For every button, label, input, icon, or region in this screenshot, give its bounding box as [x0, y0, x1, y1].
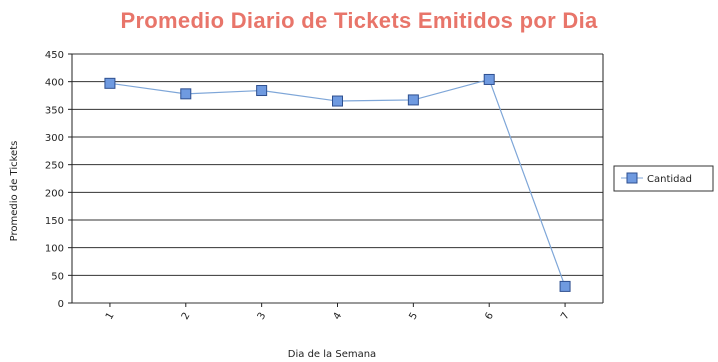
- data-point-2: [180, 88, 192, 100]
- data-point-6: [483, 73, 495, 85]
- y-tick-labels: 0 50 100 150 200 250 300 350 400 450: [45, 50, 64, 310]
- x-tick-label: 1: [104, 311, 117, 322]
- data-point-1: [104, 77, 116, 89]
- x-tick-label: 2: [180, 311, 193, 322]
- series-line: [109, 78, 566, 287]
- legend: Cantidad: [613, 165, 714, 192]
- data-point-7: [559, 280, 571, 292]
- y-tick-label: 200: [45, 188, 64, 199]
- y-tick-label: 100: [45, 244, 64, 255]
- y-tick-label: 450: [45, 50, 64, 61]
- y-tick-label: 50: [51, 271, 64, 282]
- x-axis-label: Dia de la Semana: [288, 349, 376, 360]
- x-tick-label: 3: [256, 311, 269, 322]
- y-tick-label: 400: [45, 78, 64, 89]
- x-tick-label: 6: [483, 311, 496, 322]
- data-point-4: [332, 95, 343, 107]
- y-tick-label: 150: [45, 216, 64, 227]
- data-point-3: [256, 85, 268, 97]
- data-point-5: [407, 94, 419, 106]
- y-tick-label: 300: [45, 133, 64, 144]
- y-tick-label: 250: [45, 161, 64, 172]
- y-axis-label: Promedio de Tickets: [9, 141, 20, 242]
- x-tick-labels: 1 2 3 4 5 6 7: [104, 311, 572, 322]
- chart-title: Promedio Diario de Tickets Emitidos por …: [120, 8, 598, 33]
- y-tick-label: 0: [58, 299, 64, 310]
- legend-label: Cantidad: [647, 174, 692, 185]
- y-tick-label: 350: [45, 105, 64, 116]
- x-tick-label: 4: [332, 311, 345, 322]
- legend-marker-swatch: [626, 172, 638, 184]
- series-cantidad: [104, 73, 571, 292]
- x-tick-label: 5: [407, 311, 420, 322]
- x-tick-label: 7: [559, 311, 572, 322]
- grid-lines: [68, 53, 604, 307]
